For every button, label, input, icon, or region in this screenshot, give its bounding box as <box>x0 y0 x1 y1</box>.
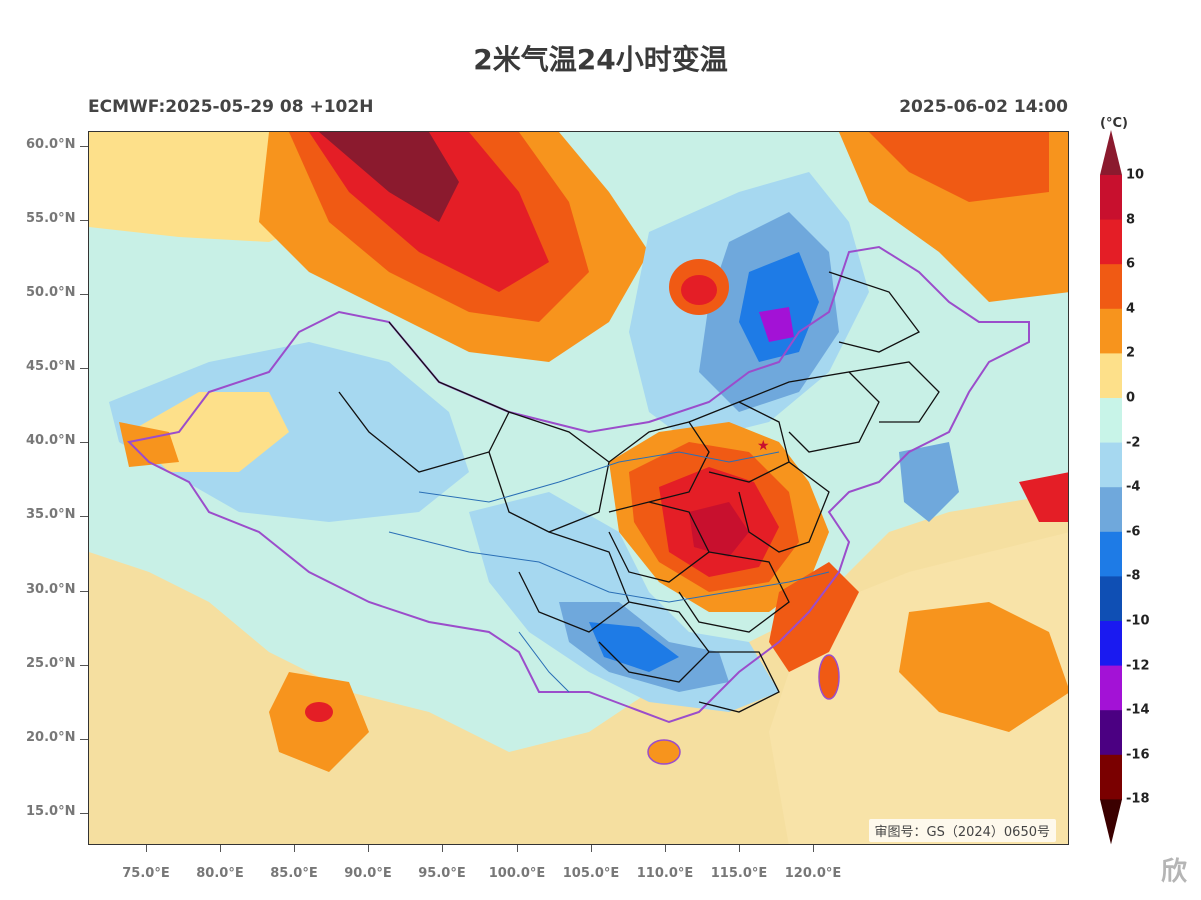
lon-label: 75.0°E <box>122 866 170 881</box>
colorbar-tick-label: 0 <box>1126 390 1136 406</box>
colorbar-segment <box>1100 710 1122 756</box>
lat-label: 60.0°N <box>26 137 76 152</box>
lat-label: 40.0°N <box>26 433 76 448</box>
lat-label: 50.0°N <box>26 285 76 300</box>
colorbar-tick-label: -2 <box>1126 435 1141 451</box>
colorbar-segment <box>1100 353 1122 399</box>
lat-label: 35.0°N <box>26 507 76 522</box>
lat-tick <box>80 368 88 369</box>
lat-tick <box>80 442 88 443</box>
lat-label: 15.0°N <box>26 804 76 819</box>
lon-label: 120.0°E <box>784 866 842 881</box>
colorbar-tick-label: -6 <box>1126 524 1141 540</box>
lon-label: 80.0°E <box>196 866 244 881</box>
lat-tick <box>80 516 88 517</box>
valid-time-label: 2025-06-02 14:00 <box>899 97 1068 117</box>
colorbar-tick-label: -14 <box>1126 702 1150 718</box>
lon-tick <box>591 845 592 852</box>
taiwan-island <box>818 654 840 700</box>
colorbar-tick-label: -10 <box>1126 613 1150 629</box>
colorbar-tick-label: -18 <box>1126 791 1150 807</box>
colorbar-segment <box>1100 621 1122 667</box>
hainan-island <box>647 739 681 765</box>
field-warm-north-darkred <box>319 132 459 222</box>
colorbar <box>1100 130 1122 845</box>
colorbar-segment <box>1100 219 1122 265</box>
colorbar-tick-label: 2 <box>1126 345 1136 361</box>
colorbar-tick-label: 6 <box>1126 256 1136 272</box>
review-number: 审图号：GS（2024）0650号 <box>868 819 1056 842</box>
lon-tick <box>368 845 369 852</box>
field-warm-northeast-deep <box>869 132 1049 202</box>
lat-label: 55.0°N <box>26 211 76 226</box>
field-warm-ocean <box>899 602 1068 732</box>
temperature-map: ★ <box>89 132 1068 844</box>
colorbar-unit: (°C) <box>1100 116 1128 131</box>
field-warm-japan <box>1019 472 1068 522</box>
colorbar-tick-label: 10 <box>1126 167 1145 183</box>
lat-tick <box>80 220 88 221</box>
lon-tick <box>294 845 295 852</box>
lat-tick <box>80 294 88 295</box>
colorbar-segment <box>1100 442 1122 488</box>
field-west-warm <box>119 422 179 467</box>
province-boundaries <box>338 271 940 713</box>
colorbar-max-triangle <box>1100 130 1122 175</box>
lat-label: 30.0°N <box>26 582 76 597</box>
colorbar-segment <box>1100 264 1122 310</box>
colorbar-tick-label: -8 <box>1126 568 1141 584</box>
field-warm-southeast <box>769 562 859 672</box>
colorbar-segment <box>1100 754 1122 800</box>
lon-tick <box>665 845 666 852</box>
lon-label: 90.0°E <box>344 866 392 881</box>
lon-tick <box>442 845 443 852</box>
colorbar-segment <box>1100 175 1122 221</box>
lon-tick <box>146 845 147 852</box>
lat-tick <box>80 739 88 740</box>
field-cool-mongolia-purple <box>759 307 794 342</box>
colorbar-segment <box>1100 531 1122 577</box>
colorbar-tick-label: -12 <box>1126 658 1150 674</box>
colorbar-segment <box>1100 576 1122 622</box>
colorbar-segment <box>1100 308 1122 354</box>
lat-tick <box>80 591 88 592</box>
colorbar-min-triangle <box>1100 799 1122 845</box>
lon-label: 85.0°E <box>270 866 318 881</box>
map-panel: ★ 审图号：GS（2024）0650号 <box>88 131 1069 845</box>
lon-label: 115.0°E <box>710 866 768 881</box>
lon-tick <box>220 845 221 852</box>
lat-tick <box>80 665 88 666</box>
colorbar-segment <box>1100 398 1122 444</box>
lon-tick <box>813 845 814 852</box>
field-cool-korea <box>899 442 959 522</box>
rivers <box>388 451 830 693</box>
lon-label: 100.0°E <box>488 866 546 881</box>
model-run-label: ECMWF:2025-05-29 08 +102H <box>88 97 374 117</box>
colorbar-segment <box>1100 665 1122 711</box>
colorbar-segment <box>1100 487 1122 533</box>
colorbar-tick-label: 8 <box>1126 212 1136 228</box>
lon-label: 95.0°E <box>418 866 466 881</box>
china-boundary <box>126 245 1030 724</box>
lat-label: 45.0°N <box>26 359 76 374</box>
colorbar-tick-label: 4 <box>1126 301 1136 317</box>
lon-label: 105.0°E <box>562 866 620 881</box>
lat-label: 25.0°N <box>26 656 76 671</box>
field-warm-spot-core <box>681 275 717 305</box>
lon-tick <box>739 845 740 852</box>
capital-star-icon: ★ <box>757 438 770 454</box>
field-warm-southwest-core <box>305 702 333 722</box>
chart-title: 2米气温24小时变温 <box>473 43 728 76</box>
lat-tick <box>80 813 88 814</box>
watermark: 欣 <box>1160 857 1187 887</box>
lat-tick <box>80 146 88 147</box>
field-cool-mongolia-blue <box>739 252 819 362</box>
field-cool-south-blue <box>589 622 679 672</box>
lat-label: 20.0°N <box>26 730 76 745</box>
colorbar-tick-label: -16 <box>1126 747 1150 763</box>
colorbar-tick-label: -4 <box>1126 479 1141 495</box>
lon-tick <box>517 845 518 852</box>
lon-label: 110.0°E <box>636 866 694 881</box>
